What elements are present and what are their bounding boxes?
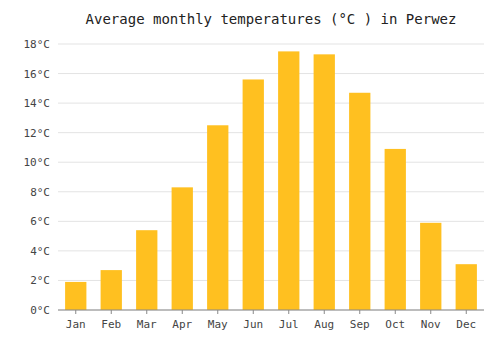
bar — [278, 51, 299, 310]
x-tick — [430, 310, 431, 314]
grid-line — [58, 310, 484, 311]
x-tick — [111, 310, 112, 314]
bar — [385, 149, 406, 310]
x-tick — [217, 310, 218, 314]
x-tick — [146, 310, 147, 314]
grid-line — [58, 162, 484, 163]
grid-line — [58, 132, 484, 133]
y-tick-label: 14°C — [24, 97, 51, 110]
grid-line — [58, 191, 484, 192]
x-tick — [182, 310, 183, 314]
x-tick-label: Mar — [137, 318, 157, 331]
y-tick-label: 4°C — [30, 245, 50, 258]
x-tick — [466, 310, 467, 314]
x-tick-label: Jun — [243, 318, 263, 331]
bar — [101, 270, 122, 310]
chart-title: Average monthly temperatures (°C ) in Pe… — [86, 11, 457, 27]
y-tick-label: 0°C — [30, 304, 50, 317]
bar — [314, 54, 335, 310]
x-tick-label: Apr — [172, 318, 192, 331]
y-tick-label: 2°C — [30, 274, 50, 287]
y-tick-label: 12°C — [24, 127, 51, 140]
x-tick — [359, 310, 360, 314]
x-tick-label: Dec — [456, 318, 476, 331]
bar — [456, 264, 477, 310]
chart-svg: Average monthly temperatures (°C ) in Pe… — [0, 0, 500, 350]
bar — [349, 93, 370, 310]
x-tick — [324, 310, 325, 314]
x-tick-label: Sep — [350, 318, 370, 331]
bar — [243, 79, 264, 310]
bar — [172, 187, 193, 310]
x-tick — [288, 310, 289, 314]
y-tick-label: 18°C — [24, 38, 51, 51]
x-tick-label: Aug — [314, 318, 334, 331]
x-tick-label: Jan — [66, 318, 86, 331]
x-tick-label: Jul — [279, 318, 299, 331]
x-tick — [75, 310, 76, 314]
x-tick-label: May — [208, 318, 228, 331]
bar — [420, 223, 441, 310]
x-tick — [395, 310, 396, 314]
grid-line — [58, 73, 484, 74]
y-tick-label: 6°C — [30, 215, 50, 228]
y-tick-label: 10°C — [24, 156, 51, 169]
x-tick-label: Feb — [101, 318, 121, 331]
x-axis-line — [58, 310, 484, 311]
y-tick-label: 16°C — [24, 68, 51, 81]
grid-line — [58, 44, 484, 45]
y-tick-label: 8°C — [30, 186, 50, 199]
bar — [136, 230, 157, 310]
x-tick-label: Oct — [385, 318, 405, 331]
x-tick-label: Nov — [421, 318, 441, 331]
bars — [65, 51, 477, 310]
bar — [65, 282, 86, 310]
chart-container: Average monthly temperatures (°C ) in Pe… — [0, 0, 500, 350]
grid-line — [58, 103, 484, 104]
grid — [58, 44, 484, 310]
grid-line — [58, 221, 484, 222]
bar — [207, 125, 228, 310]
x-tick — [253, 310, 254, 314]
